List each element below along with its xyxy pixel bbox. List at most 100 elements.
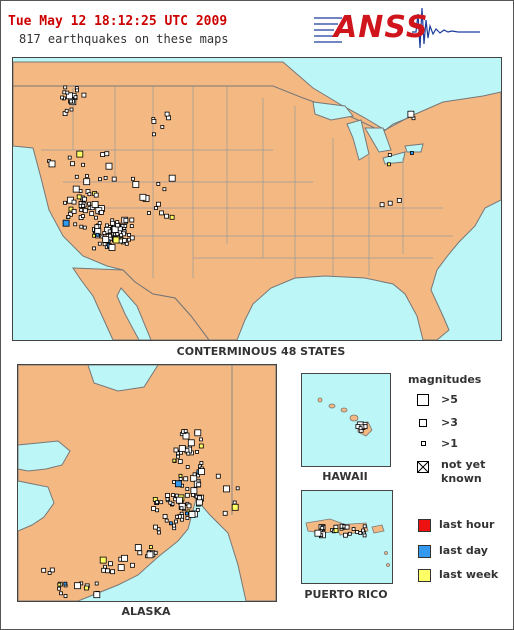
last-hour-swatch xyxy=(418,519,431,532)
quake-marker xyxy=(112,236,120,244)
map-conus[interactable] xyxy=(12,57,502,341)
quake-marker xyxy=(175,454,180,459)
quake-marker xyxy=(127,237,131,242)
quake-marker xyxy=(74,582,81,590)
quake-marker xyxy=(232,500,237,505)
quake-marker xyxy=(129,217,135,223)
quake-marker xyxy=(160,125,165,129)
quake-marker xyxy=(156,201,161,207)
quake-marker xyxy=(107,229,112,234)
quake-marker xyxy=(131,176,135,181)
quake-marker xyxy=(186,503,192,509)
quake-marker xyxy=(185,516,190,521)
quake-marker xyxy=(162,514,168,519)
update-timestamp: Tue May 12 18:12:25 UTC 2009 xyxy=(8,14,228,29)
quake-marker xyxy=(82,196,87,202)
anss-logo[interactable]: ANSS xyxy=(312,4,482,52)
quake-marker xyxy=(68,211,73,217)
quake-marker xyxy=(151,506,157,512)
quake-marker xyxy=(63,593,68,598)
quake-marker xyxy=(81,214,85,219)
quake-marker xyxy=(91,201,99,208)
quake-marker xyxy=(99,209,104,215)
quake-marker xyxy=(185,487,190,491)
quake-marker xyxy=(358,426,363,431)
logo-text: ANSS xyxy=(334,10,429,45)
quake-marker xyxy=(172,523,176,528)
magnitude-gt3-label: >3 xyxy=(441,416,458,429)
alaska-coast-water xyxy=(18,365,159,472)
quake-marker xyxy=(344,524,350,530)
quake-marker xyxy=(89,211,95,217)
quake-marker xyxy=(184,511,189,516)
not-known-label-line1: not yet xyxy=(441,458,486,471)
quake-marker xyxy=(190,487,198,495)
quake-marker xyxy=(82,208,88,214)
quake-marker xyxy=(159,210,164,216)
map-hawaii[interactable] xyxy=(301,373,391,467)
magnitude-gt3-symbol xyxy=(419,419,427,427)
quake-marker xyxy=(123,217,129,223)
quake-marker xyxy=(179,506,184,511)
quake-marker xyxy=(235,486,240,491)
quake-marker xyxy=(87,192,92,197)
quake-marker xyxy=(169,214,175,220)
quake-marker xyxy=(70,161,75,167)
quake-marker xyxy=(69,107,74,112)
quake-marker xyxy=(73,222,78,227)
quake-marker xyxy=(59,591,63,596)
quake-marker xyxy=(154,206,158,211)
quake-marker xyxy=(178,473,183,478)
great-lakes xyxy=(312,101,424,165)
quake-marker xyxy=(195,508,200,512)
quake-marker xyxy=(194,429,202,437)
quake-marker xyxy=(355,530,359,534)
puerto-rico-quake-markers xyxy=(314,523,367,539)
quake-marker xyxy=(178,445,186,452)
quake-marker xyxy=(102,242,107,247)
quake-marker xyxy=(333,528,339,533)
quake-marker xyxy=(93,591,101,599)
quake-marker xyxy=(197,495,202,501)
quake-marker xyxy=(84,585,89,591)
quake-marker xyxy=(191,493,195,497)
quake-marker xyxy=(174,480,182,488)
quake-marker xyxy=(343,532,348,538)
quake-marker xyxy=(60,95,64,100)
quake-marker xyxy=(153,550,158,555)
baja-gulf xyxy=(116,287,152,340)
quake-marker xyxy=(103,176,108,180)
quake-marker xyxy=(180,517,184,522)
quake-marker xyxy=(63,85,68,90)
quake-marker xyxy=(168,521,173,526)
quake-marker xyxy=(100,152,105,157)
quake-marker xyxy=(407,110,415,118)
quake-marker xyxy=(117,564,125,572)
quake-marker xyxy=(121,554,128,562)
quake-marker xyxy=(162,187,167,192)
quake-marker xyxy=(79,224,84,229)
conus-quake-markers xyxy=(47,85,416,251)
quake-marker xyxy=(184,492,190,498)
quake-marker xyxy=(87,201,91,206)
quake-marker xyxy=(139,193,147,201)
quake-marker xyxy=(188,511,196,518)
quake-marker xyxy=(102,235,110,243)
quake-marker xyxy=(168,174,176,182)
quake-marker xyxy=(66,215,71,219)
not-known-label-line2: known xyxy=(441,472,482,485)
mexico-land xyxy=(72,267,210,340)
earthquake-count: 817 earthquakes on these maps xyxy=(19,32,229,46)
map-alaska[interactable] xyxy=(17,364,277,602)
quake-marker xyxy=(94,581,99,586)
map-puerto-rico[interactable] xyxy=(301,490,393,584)
quake-marker xyxy=(64,108,69,113)
quake-marker xyxy=(196,482,202,488)
quake-marker xyxy=(168,500,173,505)
quake-marker xyxy=(387,200,393,206)
quake-marker xyxy=(49,567,55,573)
quake-marker xyxy=(198,468,205,475)
quake-marker xyxy=(127,232,131,237)
quake-marker xyxy=(108,233,112,238)
quake-marker xyxy=(387,153,392,157)
